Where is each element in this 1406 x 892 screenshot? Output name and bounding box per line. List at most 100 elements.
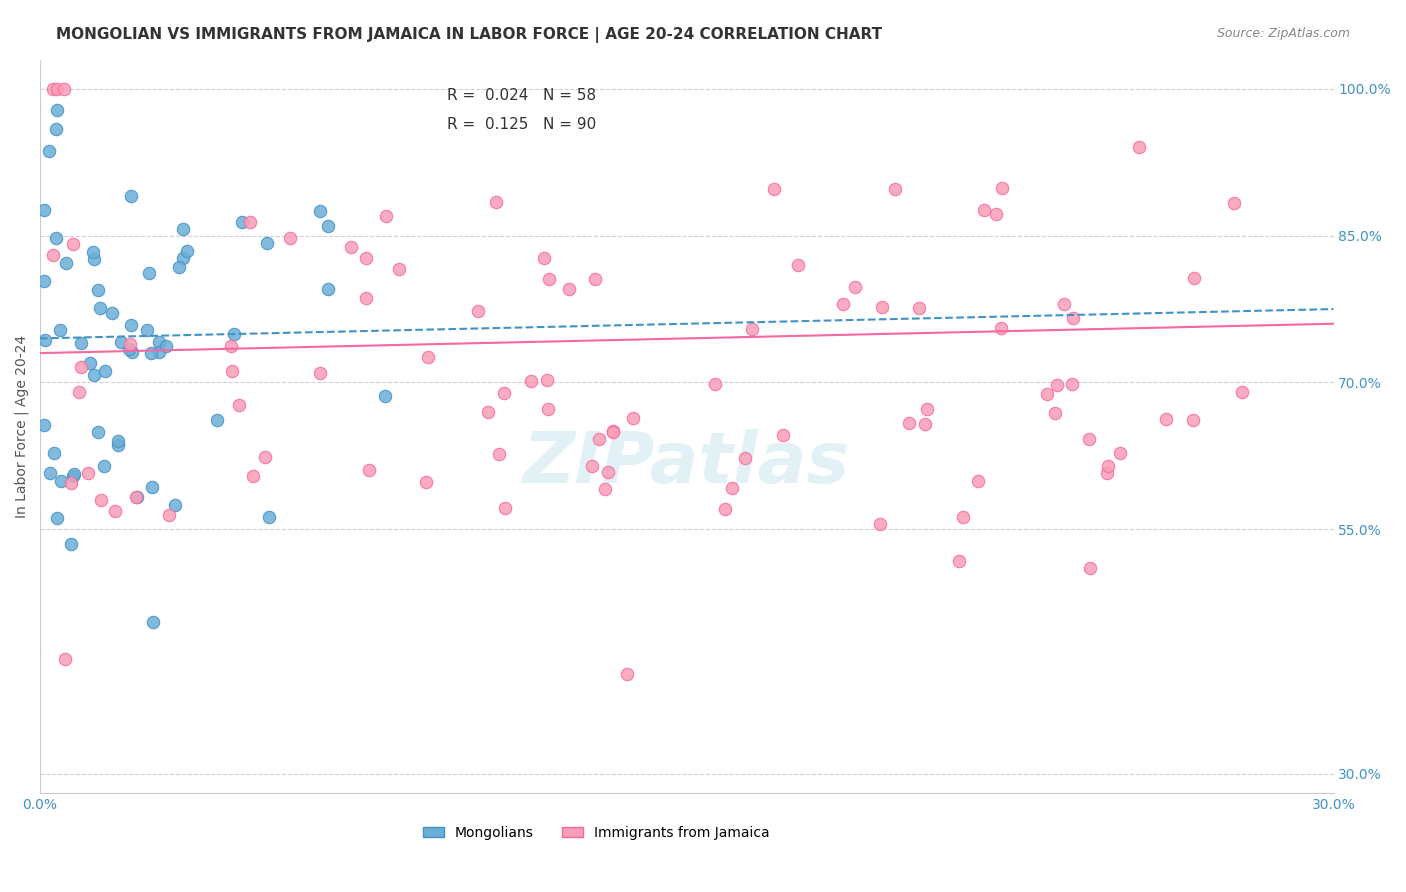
Point — [90, 493, 112, 508]
Point — [110, 334, 132, 349]
Point — [1036, 386, 1059, 401]
Point — [1230, 384, 1253, 399]
Point — [163, 498, 186, 512]
Point — [101, 305, 124, 319]
Point — [734, 450, 756, 465]
Point — [915, 402, 938, 417]
Point — [239, 215, 262, 229]
Point — [221, 364, 243, 378]
Point — [720, 481, 742, 495]
Point — [1154, 412, 1177, 426]
Point — [120, 189, 142, 203]
Point — [1078, 561, 1101, 575]
Point — [45, 103, 67, 117]
Point — [172, 221, 194, 235]
Point — [32, 203, 55, 218]
Point — [536, 373, 558, 387]
Point — [494, 386, 516, 401]
Point — [354, 251, 377, 265]
Point — [581, 459, 603, 474]
Point — [32, 274, 55, 288]
Point — [1128, 140, 1150, 154]
Point — [316, 219, 339, 234]
Point — [477, 405, 499, 419]
Point — [62, 237, 84, 252]
Point — [46, 511, 69, 525]
Point — [602, 424, 624, 438]
Point — [148, 345, 170, 359]
Point — [714, 502, 737, 516]
Point — [42, 248, 65, 262]
Y-axis label: In Labor Force | Age 20-24: In Labor Force | Age 20-24 — [15, 334, 30, 518]
Point — [1078, 433, 1101, 447]
Point — [53, 651, 76, 665]
Point — [148, 335, 170, 350]
Legend: Mongolians, Immigrants from Jamaica: Mongolians, Immigrants from Jamaica — [418, 820, 775, 845]
Point — [63, 467, 86, 482]
Point — [558, 282, 581, 296]
Point — [309, 366, 332, 380]
Point — [1182, 412, 1205, 426]
Point — [167, 260, 190, 274]
Point — [1097, 459, 1119, 474]
Text: ZIPatlas: ZIPatlas — [523, 429, 851, 498]
Point — [1095, 467, 1118, 481]
Point — [62, 469, 84, 483]
Point — [831, 297, 853, 311]
Point — [741, 322, 763, 336]
Point — [537, 401, 560, 416]
Point — [42, 446, 65, 460]
Text: MONGOLIAN VS IMMIGRANTS FROM JAMAICA IN LABOR FORCE | AGE 20-24 CORRELATION CHAR: MONGOLIAN VS IMMIGRANTS FROM JAMAICA IN … — [56, 27, 883, 43]
Point — [67, 385, 90, 400]
Point — [990, 320, 1012, 334]
Point — [884, 182, 907, 196]
Point — [494, 500, 516, 515]
Point — [51, 474, 73, 488]
Point — [1184, 271, 1206, 285]
Point — [1053, 297, 1076, 311]
Point — [844, 280, 866, 294]
Point — [621, 411, 644, 425]
Point — [356, 291, 378, 305]
Point — [104, 504, 127, 518]
Point — [141, 480, 163, 494]
Point — [127, 490, 149, 504]
Point — [89, 301, 111, 315]
Point — [388, 262, 411, 277]
Point — [257, 509, 280, 524]
Point — [32, 418, 55, 433]
Point — [870, 300, 893, 314]
Point — [973, 203, 995, 218]
Point — [176, 244, 198, 258]
Point — [340, 240, 363, 254]
Point — [83, 368, 105, 382]
Point — [69, 336, 91, 351]
Point — [786, 258, 808, 272]
Point — [77, 466, 100, 480]
Point — [224, 327, 246, 342]
Point — [157, 508, 180, 522]
Point — [46, 82, 69, 96]
Point — [488, 447, 510, 461]
Point — [485, 195, 508, 210]
Point — [82, 245, 104, 260]
Point — [256, 235, 278, 250]
Point — [242, 468, 264, 483]
Point — [34, 333, 56, 347]
Point — [59, 476, 82, 491]
Point — [1046, 377, 1069, 392]
Point — [59, 537, 82, 551]
Point — [121, 344, 143, 359]
Point — [537, 272, 560, 286]
Point — [467, 304, 489, 318]
Point — [991, 180, 1014, 194]
Point — [38, 467, 60, 481]
Point — [309, 203, 332, 218]
Point — [772, 427, 794, 442]
Point — [87, 283, 110, 297]
Point — [138, 266, 160, 280]
Point — [120, 318, 142, 333]
Point — [869, 516, 891, 531]
Point — [45, 231, 67, 245]
Point — [596, 465, 619, 479]
